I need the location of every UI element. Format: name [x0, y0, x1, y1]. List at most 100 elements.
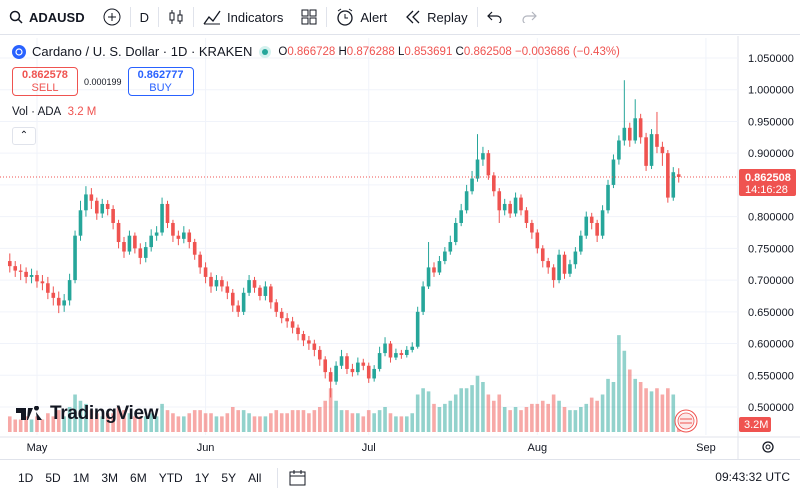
y-tick-label: 0.550000 — [748, 370, 794, 382]
volume-bar — [111, 413, 115, 432]
interval-button[interactable]: D — [131, 0, 158, 35]
volume-value: 3.2 M — [67, 106, 97, 118]
volume-bar — [100, 416, 105, 432]
symbol-search[interactable]: ADAUSD — [0, 0, 94, 35]
volume-bar — [46, 413, 50, 432]
volume-bar — [404, 416, 409, 432]
volume-bar — [230, 407, 235, 432]
volume-bar — [508, 410, 512, 432]
candle-body — [421, 286, 425, 312]
volume-bar — [394, 416, 398, 432]
range-button[interactable]: 1Y — [194, 470, 210, 485]
volume-bar — [644, 388, 648, 432]
candle-body — [78, 210, 83, 236]
candle-body — [105, 203, 110, 210]
plus-icon — [103, 8, 121, 26]
range-button[interactable]: 6M — [130, 470, 147, 485]
volume-bar — [225, 413, 230, 432]
candle-body — [13, 266, 18, 271]
y-tick-label: 0.700000 — [748, 275, 794, 287]
volume-bar — [649, 391, 654, 432]
range-button[interactable]: YTD — [158, 470, 183, 485]
candle-body — [464, 191, 469, 211]
volume-bar — [35, 416, 39, 432]
candle-body — [540, 248, 545, 262]
chart-type-button[interactable] — [159, 0, 193, 35]
candle-body — [589, 216, 594, 223]
y-tick-label: 1.050000 — [748, 53, 794, 65]
search-icon — [9, 10, 23, 24]
candle-body — [252, 280, 257, 288]
volume-bar — [540, 400, 545, 432]
candle-body — [312, 343, 317, 350]
candles-icon — [169, 10, 183, 24]
sell-button[interactable]: 0.862578 SELL — [12, 67, 78, 96]
candle-body — [633, 118, 638, 141]
volume-bar — [198, 410, 202, 432]
alert-button[interactable]: Alert — [327, 0, 396, 35]
symbol-logo — [12, 44, 26, 59]
volume-bar — [633, 378, 638, 432]
high-value: 0.876288 — [346, 45, 395, 58]
indicators-button[interactable]: Indicators — [194, 0, 292, 35]
volume-bar — [127, 413, 132, 432]
watermark-text: TradingView — [50, 403, 159, 424]
volume-bar — [562, 407, 567, 432]
date-range-icon[interactable] — [288, 469, 308, 487]
layouts-button[interactable] — [292, 0, 326, 35]
volume-bar — [492, 400, 496, 432]
volume-bar — [459, 388, 463, 432]
y-tick-label: 0.750000 — [748, 243, 794, 255]
range-button[interactable]: 1D — [18, 470, 34, 485]
compare-button[interactable] — [94, 0, 130, 35]
candle-body — [225, 286, 230, 293]
volume-bar — [29, 419, 34, 432]
volume-bar — [312, 410, 317, 432]
range-button[interactable]: 5D — [45, 470, 61, 485]
undo-button[interactable] — [478, 0, 512, 35]
candle-body — [388, 343, 393, 358]
range-button[interactable]: All — [248, 470, 262, 485]
redo-icon — [522, 11, 537, 23]
volume-bar — [192, 410, 197, 432]
volume-bar — [274, 410, 279, 432]
candle-body — [100, 203, 105, 214]
collapse-button[interactable]: ⌃ — [12, 127, 36, 145]
range-button[interactable]: 5Y — [221, 470, 237, 485]
volume-bar — [361, 416, 366, 432]
indicators-icon — [203, 10, 221, 25]
volume-bar — [133, 416, 137, 432]
candle-body — [269, 286, 273, 303]
range-button[interactable]: 3M — [101, 470, 119, 485]
volume-bar — [122, 410, 126, 432]
volume-bar — [301, 410, 306, 432]
candle-body — [627, 127, 632, 141]
candle-body — [40, 281, 45, 284]
candle-body — [24, 271, 28, 277]
candle-body — [67, 280, 72, 301]
candle-body — [263, 286, 268, 296]
candle-body — [247, 280, 251, 293]
replay-button[interactable]: Replay — [396, 0, 476, 35]
volume-bar — [388, 413, 393, 432]
buy-button[interactable]: 0.862777 BUY — [127, 67, 194, 96]
settings-icon[interactable] — [762, 441, 774, 453]
volume-bar — [138, 416, 143, 432]
volume-bar — [78, 400, 83, 432]
volume-bar — [557, 400, 561, 432]
candle-body — [111, 209, 115, 223]
volume-bar — [666, 388, 670, 432]
volume-bar — [51, 416, 56, 432]
candle-body — [241, 292, 246, 312]
volume-bar — [426, 391, 431, 432]
volume-bar — [334, 400, 338, 432]
ohlc-key: H — [338, 45, 347, 58]
candle-body — [513, 197, 518, 214]
redo-button[interactable] — [512, 0, 546, 35]
candle-body — [116, 222, 121, 243]
candle-body — [285, 318, 289, 322]
candle-body — [475, 159, 480, 179]
market-status — [259, 45, 272, 58]
range-button[interactable]: 1M — [72, 470, 90, 485]
clock: 09:43:32 UTC — [715, 470, 790, 484]
